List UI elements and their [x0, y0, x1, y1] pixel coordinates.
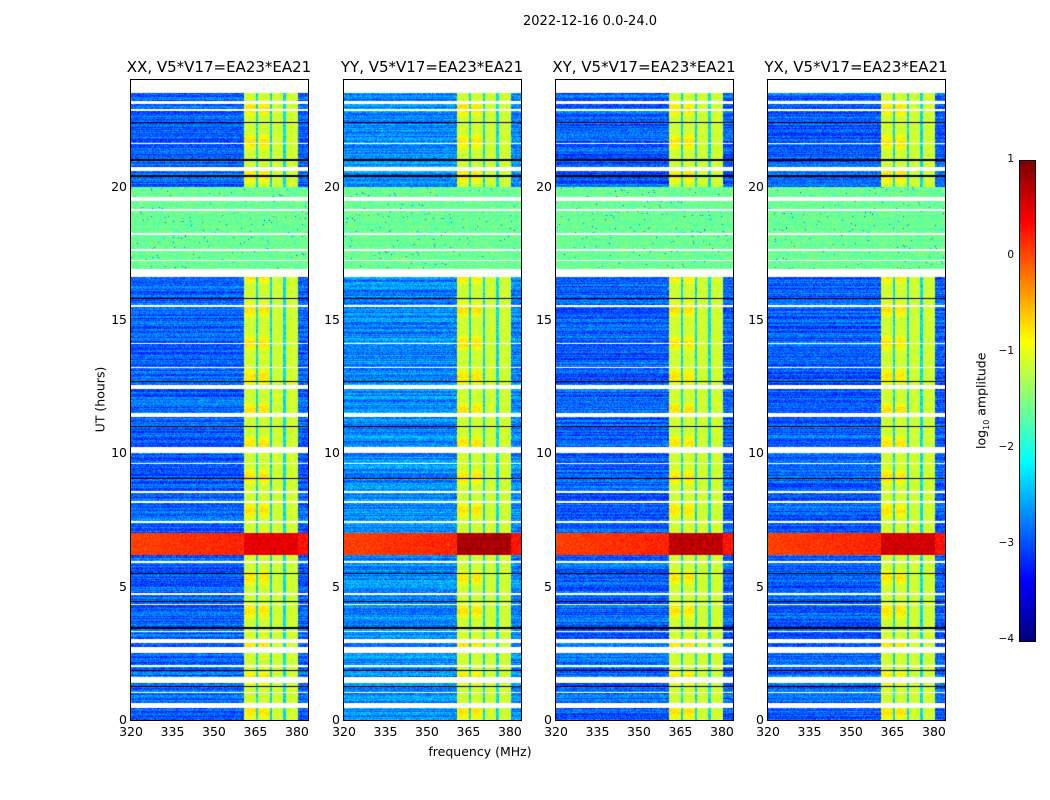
y-tick-label: 10 — [324, 445, 340, 461]
y-tick-label: 15 — [536, 312, 552, 327]
y-tick-label: 0 — [332, 712, 340, 727]
y-tick-label: 5 — [119, 578, 127, 594]
x-tick-label: 380 — [285, 724, 309, 739]
colorbar-label: log10 amplitude — [973, 352, 991, 449]
y-tick-label: 20 — [748, 178, 764, 194]
y-tick-label: 20 — [536, 178, 552, 194]
x-tick-label: 320 — [119, 724, 143, 739]
panel-title: YY, V5*V17=EA23*EA21 — [340, 58, 524, 76]
waterfall-heatmap-yx — [767, 79, 946, 721]
panel-title: YX, V5*V17=EA23*EA21 — [764, 58, 948, 76]
panel-title: XY, V5*V17=EA23*EA21 — [552, 58, 736, 76]
colorbar — [1019, 160, 1036, 642]
y-tick-label: 5 — [544, 578, 552, 594]
x-tick-label: 320 — [756, 724, 780, 739]
x-tick-label: 350 — [627, 724, 651, 739]
y-tick-label: 20 — [111, 178, 127, 194]
y-tick-label: 5 — [332, 578, 340, 594]
waterfall-heatmap-xy — [555, 79, 734, 721]
x-tick-label: 350 — [202, 724, 226, 739]
y-tick-label: 0 — [544, 712, 552, 727]
x-tick-label: 380 — [498, 724, 522, 739]
x-tick-label: 365 — [243, 724, 268, 739]
x-tick-label: 335 — [585, 724, 610, 739]
x-tick-label: 350 — [415, 724, 439, 739]
y-tick-label: 15 — [111, 312, 127, 327]
y-tick-label: 5 — [756, 578, 764, 594]
y-tick-label: 15 — [748, 312, 764, 327]
x-tick-label: 335 — [373, 724, 398, 739]
y-tick-label: 0 — [119, 712, 127, 727]
colorbar-tick-label: −2 — [998, 441, 1014, 453]
x-tick-label: 335 — [160, 724, 185, 739]
x-tick-label: 320 — [332, 724, 356, 739]
colorbar-tick-label: −1 — [998, 345, 1014, 357]
y-tick-label: 20 — [324, 178, 340, 194]
colorbar-tick-label: 0 — [1007, 249, 1014, 261]
x-tick-label: 335 — [797, 724, 822, 739]
colorbar-tick-label: 1 — [1007, 153, 1014, 165]
colorbar-tick-label: −4 — [998, 633, 1014, 645]
x-axis-label: frequency (MHz) — [428, 744, 532, 759]
waterfall-heatmap-xx — [130, 79, 309, 721]
y-tick-label: 10 — [536, 445, 552, 461]
colorbar-tick-label: −3 — [998, 537, 1014, 549]
panel-title: XX, V5*V17=EA23*EA21 — [126, 58, 312, 76]
figure-title: 2022-12-16 0.0-24.0 — [523, 14, 657, 29]
x-tick-label: 365 — [456, 724, 481, 739]
y-tick-label: 0 — [756, 712, 764, 727]
waterfall-heatmap-yy — [343, 79, 522, 721]
x-tick-label: 320 — [544, 724, 568, 739]
x-tick-label: 380 — [710, 724, 734, 739]
y-tick-label: 10 — [111, 445, 127, 461]
y-tick-label: 10 — [748, 445, 764, 461]
y-axis-label: UT (hours) — [92, 366, 108, 433]
x-tick-label: 350 — [839, 724, 863, 739]
x-tick-label: 365 — [880, 724, 905, 739]
x-tick-label: 380 — [922, 724, 946, 739]
x-tick-label: 365 — [668, 724, 693, 739]
y-tick-label: 15 — [324, 312, 340, 327]
